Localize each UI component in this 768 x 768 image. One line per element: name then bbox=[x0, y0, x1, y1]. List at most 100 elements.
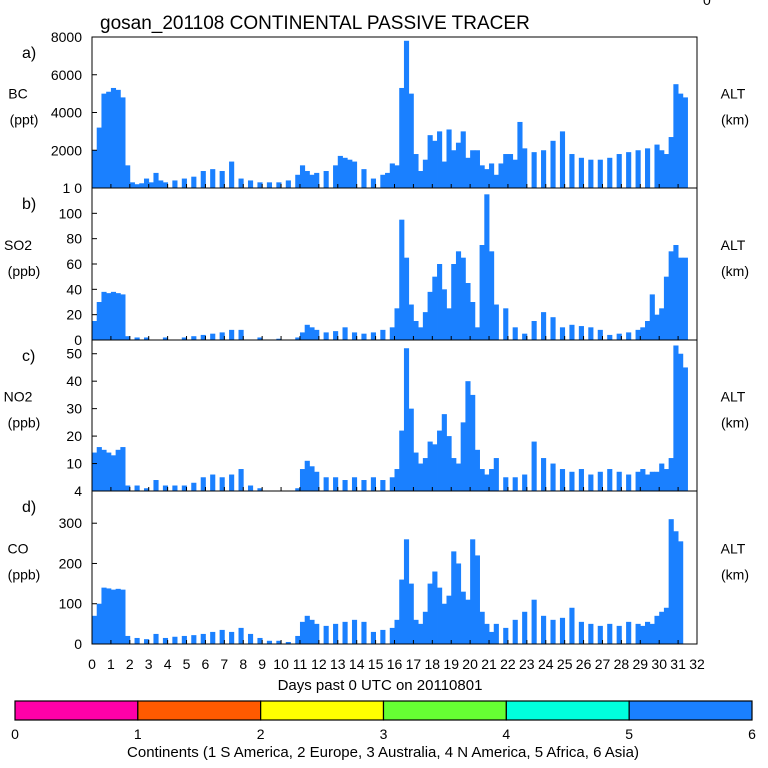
bar bbox=[432, 140, 438, 188]
bar bbox=[110, 455, 117, 491]
bar bbox=[460, 422, 466, 491]
bar bbox=[479, 469, 485, 491]
bar bbox=[673, 245, 679, 340]
bar bbox=[451, 264, 457, 340]
bar bbox=[512, 327, 518, 340]
bar bbox=[229, 161, 235, 188]
y-tick-label: 80 bbox=[66, 231, 82, 247]
bar bbox=[413, 619, 419, 644]
y-tick-label: 20 bbox=[66, 307, 82, 323]
bar bbox=[120, 294, 126, 340]
bar bbox=[422, 458, 428, 491]
bar bbox=[285, 641, 291, 644]
bar bbox=[219, 332, 225, 340]
bar bbox=[441, 161, 447, 188]
bar bbox=[541, 150, 547, 188]
x-tick-label: 20 bbox=[462, 656, 478, 672]
bar bbox=[432, 571, 438, 644]
bar bbox=[418, 327, 424, 340]
bar bbox=[257, 637, 263, 644]
bar bbox=[134, 485, 140, 491]
x-tick-label: 29 bbox=[633, 656, 649, 672]
x-tick-label: 28 bbox=[614, 656, 630, 672]
bar bbox=[172, 180, 178, 188]
bar bbox=[588, 474, 594, 491]
colorbar-segment bbox=[260, 700, 385, 721]
chart-title: gosan_201108 CONTINENTAL PASSIVE TRACER bbox=[100, 13, 530, 34]
bar bbox=[512, 619, 518, 644]
x-tick-label: 23 bbox=[519, 656, 535, 672]
bar bbox=[493, 458, 499, 491]
bar bbox=[333, 331, 339, 340]
bar bbox=[370, 178, 376, 188]
bar bbox=[92, 150, 98, 188]
colorbar-tick-label: 2 bbox=[257, 726, 265, 742]
colorbar-tick-label: 3 bbox=[380, 726, 388, 742]
y-tick-label: 6000 bbox=[51, 67, 82, 83]
bar bbox=[512, 159, 518, 188]
bar bbox=[465, 283, 471, 340]
bar bbox=[229, 329, 235, 340]
bar bbox=[309, 619, 315, 644]
bar bbox=[333, 623, 339, 644]
bar bbox=[323, 477, 329, 491]
right-axis-label: ALT bbox=[721, 541, 746, 557]
bar bbox=[181, 485, 187, 491]
bar bbox=[668, 519, 674, 644]
bar bbox=[659, 150, 665, 188]
bar bbox=[120, 589, 126, 644]
y-tick-label: 0 bbox=[74, 332, 82, 348]
bar bbox=[314, 623, 320, 644]
bar bbox=[484, 474, 490, 491]
x-tick-label: 32 bbox=[689, 656, 705, 672]
bar bbox=[673, 345, 679, 491]
bar bbox=[479, 611, 485, 644]
bar bbox=[550, 140, 556, 188]
colorbar-tick-label: 0 bbox=[11, 726, 19, 742]
bar bbox=[484, 169, 490, 189]
bar bbox=[484, 194, 490, 340]
bar bbox=[106, 293, 112, 340]
bar bbox=[531, 599, 537, 644]
bar bbox=[120, 447, 126, 491]
right-axis-unit: (km) bbox=[721, 567, 749, 583]
bar bbox=[451, 150, 457, 188]
bar bbox=[446, 436, 452, 491]
bar bbox=[503, 308, 509, 340]
bar bbox=[493, 304, 499, 340]
bar bbox=[106, 91, 112, 188]
bar bbox=[181, 337, 187, 340]
bar bbox=[408, 93, 414, 189]
bar bbox=[437, 430, 443, 491]
bar bbox=[541, 312, 547, 340]
right-axis-label: ALT bbox=[721, 86, 746, 102]
bar bbox=[682, 97, 688, 188]
bar bbox=[143, 337, 150, 340]
bar bbox=[314, 329, 320, 340]
bar bbox=[441, 603, 447, 644]
bar bbox=[422, 611, 428, 644]
bar bbox=[418, 171, 424, 188]
bar bbox=[460, 257, 466, 340]
bar bbox=[659, 308, 665, 340]
bar bbox=[285, 180, 291, 188]
bar bbox=[588, 327, 594, 340]
y-axis-label: NO2 bbox=[4, 389, 33, 405]
bar bbox=[578, 326, 584, 340]
bar bbox=[125, 635, 131, 644]
x-tick-label: 19 bbox=[443, 656, 459, 672]
bar bbox=[257, 337, 263, 340]
colorbar: 0 1 2 3 4 5 6 bbox=[11, 700, 756, 742]
bar bbox=[645, 621, 651, 644]
bar bbox=[626, 621, 632, 644]
bar bbox=[139, 183, 145, 188]
bar bbox=[106, 588, 112, 644]
bar bbox=[432, 276, 438, 340]
bar bbox=[403, 40, 410, 188]
right-axis-label: ALT bbox=[721, 389, 746, 405]
bar bbox=[200, 334, 206, 340]
bar bbox=[635, 471, 641, 491]
bar bbox=[474, 555, 480, 644]
x-tick-label: 18 bbox=[425, 656, 441, 672]
x-tick-label: 1 bbox=[107, 656, 115, 672]
